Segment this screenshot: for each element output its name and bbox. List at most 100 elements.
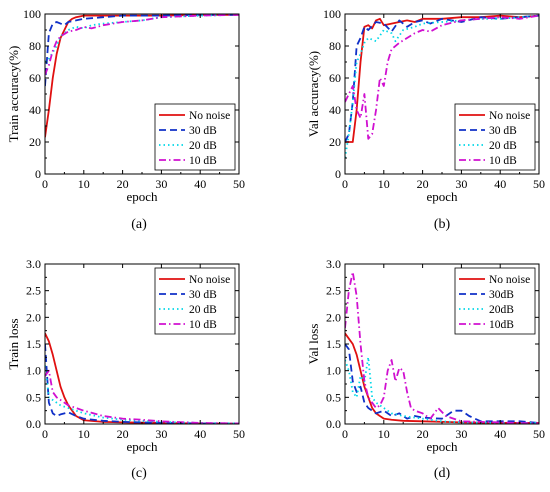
- y-tick-label: 1.5: [326, 337, 341, 351]
- chart-panel-2: 0 10 20 30 40 50 0 20 40 60 80 100 epoch Val accuracy…: [306, 7, 545, 232]
- x-axis-label: epoch: [426, 439, 458, 454]
- y-tick-label: 80: [329, 39, 341, 53]
- legend-label: 10 dB: [189, 319, 217, 331]
- legend-label: 20 dB: [489, 140, 517, 152]
- legend-label: No noise: [489, 110, 530, 122]
- x-axis-label: epoch: [426, 189, 458, 204]
- legend-label: 30 dB: [189, 289, 217, 301]
- y-tick-label: 1.5: [26, 337, 41, 351]
- legend: No noise 30 dB 20 dB 10 dB: [154, 267, 236, 335]
- legend-label: No noise: [189, 110, 230, 122]
- series-line-1: [45, 332, 239, 424]
- series-line-1: [345, 332, 539, 424]
- y-tick-label: 1.0: [26, 364, 41, 378]
- legend-label: 10dB: [489, 319, 514, 331]
- series-line-4: [45, 14, 239, 76]
- x-tick-label: 50: [233, 427, 245, 441]
- x-tick-label: 0: [342, 177, 348, 191]
- chart-panel-4: 0 10 20 30 40 50 0.0 0.5 1.0 1.5 2.0 2.5 3.0 epoch Val…: [306, 257, 545, 481]
- y-axis-label: Train accuracy(%): [6, 46, 21, 143]
- legend: No noise 30dB 20dB 10dB: [454, 267, 536, 335]
- y-tick-label: 3.0: [26, 257, 41, 271]
- y-tick-label: 80: [29, 39, 41, 53]
- series-line-4: [345, 14, 539, 140]
- y-tick-label: 0: [35, 167, 41, 181]
- y-tick-label: 20: [329, 135, 341, 149]
- x-tick-label: 20: [117, 177, 129, 191]
- y-tick-label: 0: [335, 167, 341, 181]
- series-line-2: [45, 343, 239, 424]
- x-tick-label: 30: [155, 177, 167, 191]
- y-tick-label: 2.5: [326, 284, 341, 298]
- x-tick-label: 0: [42, 427, 48, 441]
- x-tick-label: 50: [233, 177, 245, 191]
- panel-label: (a): [131, 217, 147, 232]
- x-tick-label: 30: [155, 427, 167, 441]
- legend-label: 10 dB: [489, 155, 517, 167]
- y-tick-label: 100: [23, 7, 41, 21]
- x-axis-label: epoch: [126, 189, 158, 204]
- series-line-1: [345, 14, 539, 143]
- y-tick-label: 1.0: [326, 364, 341, 378]
- y-tick-label: 3.0: [326, 257, 341, 271]
- legend-label: 30 dB: [489, 125, 517, 137]
- series-line-1: [45, 14, 239, 138]
- chart-panel-3: 0 10 20 30 40 50 0.0 0.5 1.0 1.5 2.0 2.5 3.0 epoch Tra…: [6, 257, 245, 481]
- y-tick-label: 20: [29, 135, 41, 149]
- y-tick-label: 60: [29, 71, 41, 85]
- legend-label: 10 dB: [189, 155, 217, 167]
- y-axis-label: Val loss: [306, 324, 321, 365]
- x-tick-label: 40: [494, 177, 506, 191]
- legend-label: 20 dB: [189, 140, 217, 152]
- x-tick-label: 30: [455, 177, 467, 191]
- x-tick-label: 50: [533, 177, 545, 191]
- x-tick-label: 30: [455, 427, 467, 441]
- y-tick-label: 2.5: [26, 284, 41, 298]
- legend-box: [454, 103, 536, 171]
- legend-label: No noise: [489, 274, 530, 286]
- x-axis-label: epoch: [126, 439, 158, 454]
- x-tick-label: 10: [78, 427, 90, 441]
- panel-label: (d): [434, 466, 451, 481]
- x-tick-label: 50: [533, 427, 545, 441]
- x-tick-label: 10: [378, 177, 390, 191]
- y-tick-label: 60: [329, 71, 341, 85]
- y-tick-label: 0.0: [326, 417, 341, 431]
- series-line-4: [45, 369, 239, 424]
- y-axis-label: Train loss: [6, 318, 21, 369]
- y-tick-label: 100: [323, 7, 341, 21]
- series-line-3: [345, 356, 539, 424]
- x-tick-label: 0: [42, 177, 48, 191]
- x-tick-label: 10: [78, 177, 90, 191]
- panel-label: (c): [131, 466, 147, 481]
- x-tick-label: 40: [194, 177, 206, 191]
- series-line-3: [45, 14, 239, 63]
- x-tick-label: 40: [194, 427, 206, 441]
- x-tick-label: 20: [117, 427, 129, 441]
- legend: No noise 30 dB 20 dB 10 dB: [454, 103, 536, 171]
- chart-panel-1: 0 10 20 30 40 50 0 20 40 60 80 100 epoch Train accura…: [6, 7, 245, 232]
- x-tick-label: 20: [417, 177, 429, 191]
- y-tick-label: 2.0: [26, 310, 41, 324]
- legend-label: 20dB: [489, 304, 514, 316]
- y-tick-label: 40: [29, 103, 41, 117]
- x-tick-label: 10: [378, 427, 390, 441]
- legend: No noise 30 dB 20 dB 10 dB: [154, 103, 236, 171]
- y-axis-label: Val accuracy(%): [306, 51, 321, 137]
- x-tick-label: 40: [494, 427, 506, 441]
- legend-label: 20 dB: [189, 304, 217, 316]
- legend-label: 30 dB: [189, 125, 217, 137]
- series-line-2: [45, 14, 239, 87]
- y-tick-label: 0.5: [26, 390, 41, 404]
- y-tick-label: 2.0: [326, 310, 341, 324]
- legend-label: 30dB: [489, 289, 514, 301]
- series-line-4: [345, 271, 539, 424]
- panel-label: (b): [434, 217, 451, 232]
- x-tick-label: 0: [342, 427, 348, 441]
- legend-label: No noise: [189, 274, 230, 286]
- y-tick-label: 0.0: [26, 417, 41, 431]
- y-tick-label: 40: [329, 103, 341, 117]
- y-tick-label: 0.5: [326, 390, 341, 404]
- x-tick-label: 20: [417, 427, 429, 441]
